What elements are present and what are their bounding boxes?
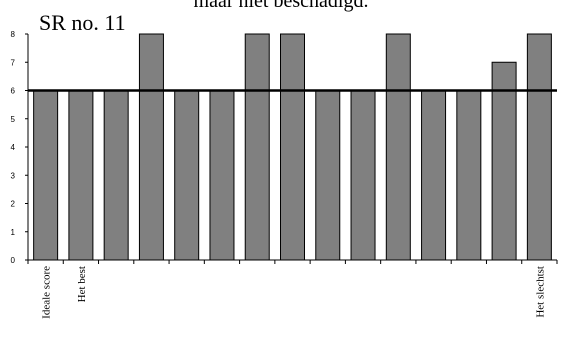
bar	[315, 90, 341, 261]
bar	[103, 90, 129, 261]
bar	[350, 90, 376, 261]
bar	[421, 90, 447, 261]
y-tick-label: 7	[11, 58, 16, 67]
bar	[244, 33, 270, 261]
y-tick-label: 4	[11, 143, 16, 152]
x-tick-label: Ideale score	[41, 266, 53, 319]
bar	[385, 33, 411, 261]
bar	[68, 90, 94, 261]
bar	[174, 90, 200, 261]
bar	[456, 90, 482, 261]
y-tick-label: 0	[11, 256, 16, 265]
bar	[209, 90, 235, 261]
bar	[138, 33, 164, 261]
y-tick-label: 5	[11, 115, 16, 124]
chart-subtitle: SR no. 11	[39, 10, 126, 35]
bar	[280, 33, 305, 261]
chart-title: maar niet beschadigd.	[193, 0, 369, 12]
bar	[526, 33, 552, 261]
bar	[491, 61, 517, 261]
x-tick-label: Het slechtst	[534, 266, 546, 318]
y-tick-label: 6	[11, 87, 16, 96]
bar	[33, 90, 59, 261]
y-tick-label: 2	[11, 200, 16, 209]
y-tick-label: 1	[11, 228, 16, 237]
x-tick-label: Het best	[76, 266, 88, 302]
y-tick-label: 8	[11, 30, 16, 39]
y-tick-label: 3	[11, 171, 16, 180]
